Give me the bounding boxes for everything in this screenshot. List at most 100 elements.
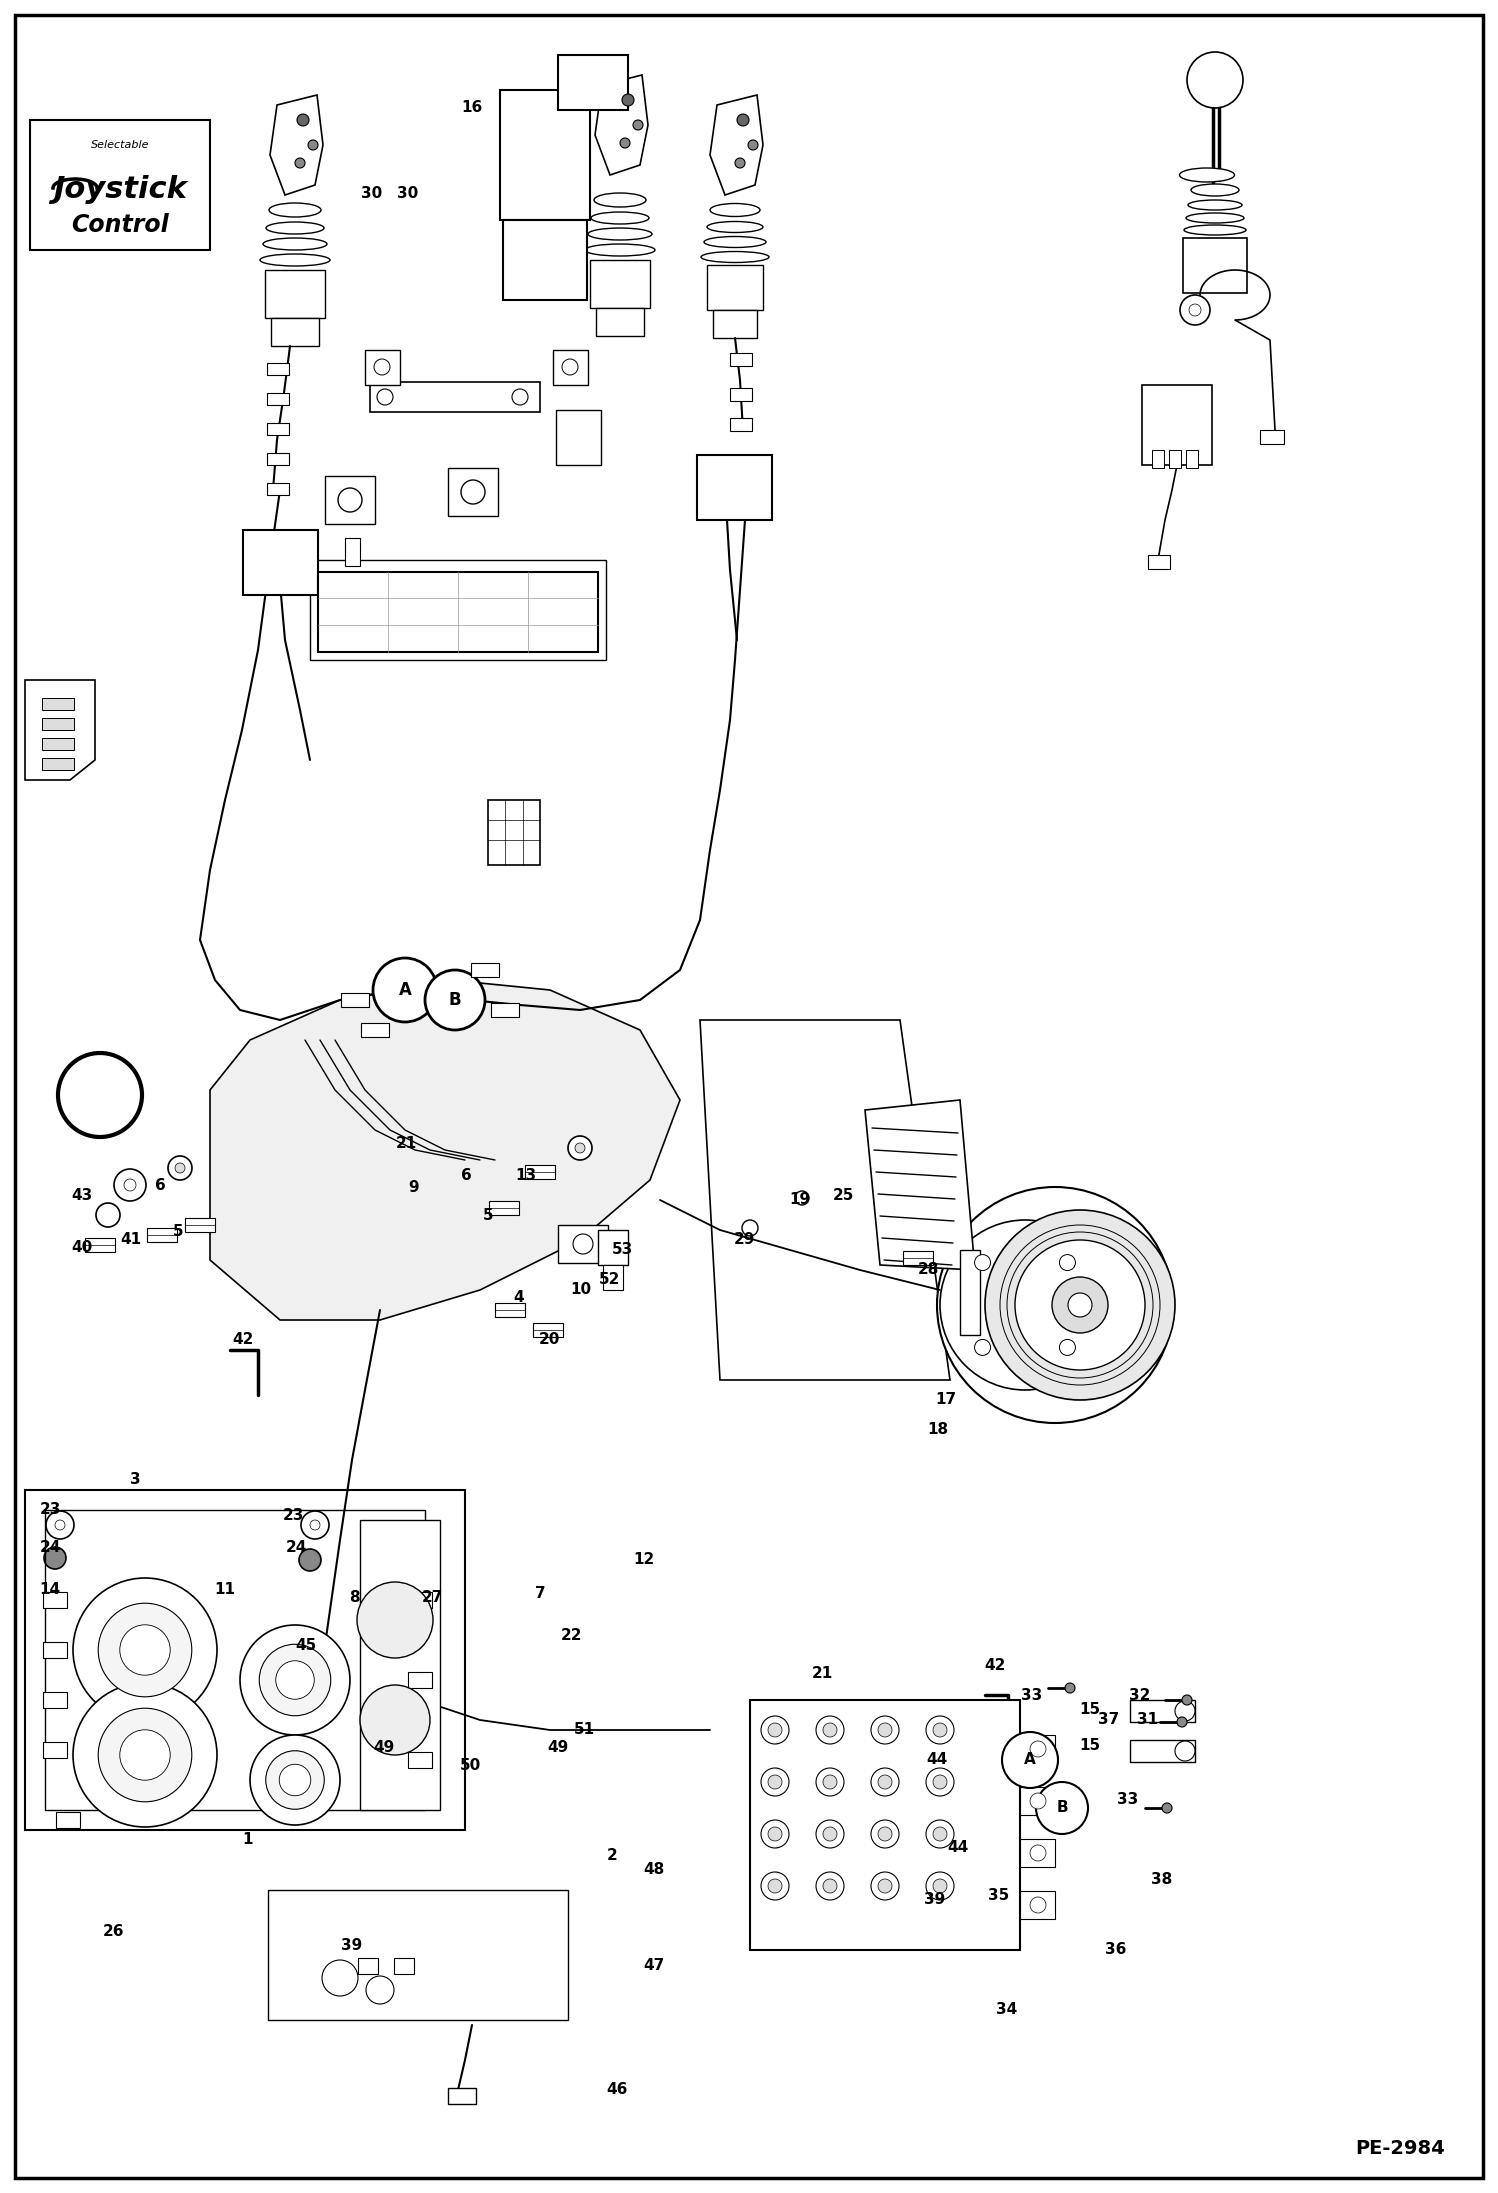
Circle shape [926, 1820, 954, 1849]
Text: 15: 15 [1080, 1702, 1101, 1717]
FancyBboxPatch shape [42, 717, 73, 730]
FancyBboxPatch shape [1260, 430, 1284, 443]
FancyBboxPatch shape [1020, 1840, 1055, 1866]
Circle shape [425, 969, 485, 1031]
FancyBboxPatch shape [85, 1239, 115, 1252]
Text: 38: 38 [1152, 1873, 1173, 1888]
FancyBboxPatch shape [325, 476, 374, 524]
Circle shape [768, 1879, 782, 1893]
Circle shape [374, 360, 389, 375]
Polygon shape [595, 75, 649, 175]
Circle shape [620, 138, 631, 147]
Polygon shape [864, 1101, 975, 1270]
FancyBboxPatch shape [184, 1217, 216, 1232]
Circle shape [748, 140, 758, 149]
FancyBboxPatch shape [604, 1265, 623, 1289]
Text: 30: 30 [361, 186, 382, 202]
Circle shape [761, 1768, 789, 1796]
Circle shape [795, 1191, 809, 1204]
Text: 23: 23 [39, 1502, 61, 1518]
Circle shape [870, 1715, 899, 1743]
FancyBboxPatch shape [1020, 1890, 1055, 1919]
Circle shape [55, 1520, 64, 1531]
Circle shape [259, 1645, 331, 1715]
Ellipse shape [264, 239, 327, 250]
Circle shape [761, 1820, 789, 1849]
FancyBboxPatch shape [318, 572, 598, 651]
Circle shape [878, 1774, 891, 1789]
Circle shape [168, 1156, 192, 1180]
Text: 9: 9 [409, 1180, 419, 1195]
Text: 23: 23 [282, 1507, 304, 1522]
FancyBboxPatch shape [556, 410, 601, 465]
FancyBboxPatch shape [750, 1700, 1020, 1950]
Circle shape [124, 1180, 136, 1191]
Text: 41: 41 [120, 1232, 142, 1248]
Text: A: A [1025, 1752, 1037, 1768]
FancyBboxPatch shape [1129, 1700, 1195, 1722]
FancyBboxPatch shape [488, 800, 539, 864]
FancyBboxPatch shape [407, 1671, 431, 1689]
Circle shape [99, 1708, 192, 1803]
Text: 50: 50 [460, 1757, 481, 1772]
Text: 12: 12 [634, 1553, 655, 1568]
Circle shape [562, 360, 578, 375]
Circle shape [742, 1219, 758, 1237]
Circle shape [73, 1682, 217, 1827]
Ellipse shape [261, 254, 330, 265]
Circle shape [310, 1520, 321, 1531]
Text: 7: 7 [535, 1586, 545, 1601]
Circle shape [568, 1136, 592, 1160]
Text: 5: 5 [482, 1208, 493, 1222]
Circle shape [941, 1219, 1110, 1390]
Circle shape [1059, 1254, 1076, 1270]
Ellipse shape [1183, 226, 1246, 235]
Text: 5: 5 [172, 1224, 183, 1239]
Circle shape [870, 1873, 899, 1899]
Ellipse shape [589, 228, 652, 239]
FancyBboxPatch shape [407, 1752, 431, 1768]
FancyBboxPatch shape [366, 351, 400, 386]
FancyBboxPatch shape [265, 270, 325, 318]
FancyBboxPatch shape [370, 382, 539, 412]
Circle shape [737, 114, 749, 125]
FancyBboxPatch shape [491, 1002, 518, 1018]
FancyBboxPatch shape [470, 963, 499, 978]
Circle shape [816, 1768, 843, 1796]
Text: 6: 6 [460, 1167, 472, 1182]
Text: 20: 20 [538, 1333, 560, 1347]
Ellipse shape [1179, 169, 1234, 182]
Text: 34: 34 [996, 2002, 1017, 2018]
Circle shape [933, 1724, 947, 1737]
Circle shape [822, 1827, 837, 1840]
Circle shape [120, 1625, 171, 1675]
Text: 10: 10 [571, 1283, 592, 1298]
FancyBboxPatch shape [1020, 1787, 1055, 1816]
Polygon shape [210, 980, 680, 1320]
Circle shape [761, 1715, 789, 1743]
FancyBboxPatch shape [598, 1230, 628, 1265]
Circle shape [736, 158, 745, 169]
Text: 44: 44 [926, 1752, 948, 1768]
Text: 43: 43 [72, 1186, 93, 1202]
Text: 15: 15 [1080, 1737, 1101, 1752]
FancyBboxPatch shape [1186, 450, 1198, 467]
Text: 2: 2 [607, 1847, 617, 1862]
Text: 37: 37 [1098, 1713, 1119, 1728]
FancyBboxPatch shape [25, 1489, 464, 1829]
Text: 3: 3 [130, 1472, 141, 1487]
FancyBboxPatch shape [1183, 239, 1246, 294]
Circle shape [870, 1768, 899, 1796]
Circle shape [120, 1730, 171, 1781]
Circle shape [1031, 1741, 1046, 1757]
Text: 30: 30 [397, 186, 418, 202]
FancyBboxPatch shape [448, 2088, 476, 2103]
FancyBboxPatch shape [697, 454, 771, 520]
Text: 27: 27 [421, 1590, 443, 1605]
Polygon shape [25, 680, 94, 781]
Circle shape [360, 1684, 430, 1754]
Circle shape [1052, 1276, 1109, 1333]
Circle shape [574, 1235, 593, 1254]
Circle shape [73, 1579, 217, 1722]
Text: Control: Control [70, 213, 169, 237]
